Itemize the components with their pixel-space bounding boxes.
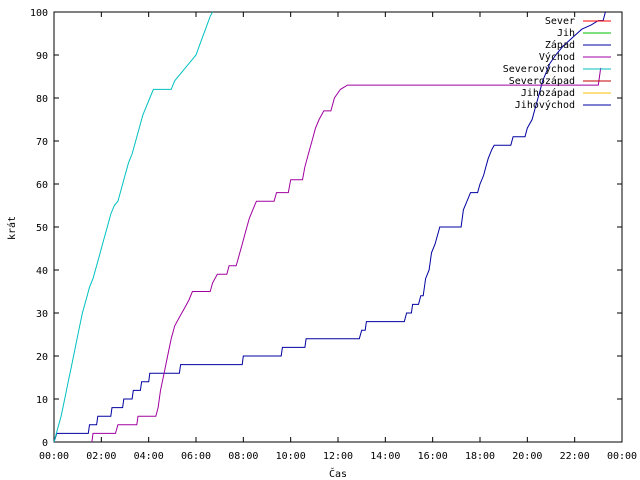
series-layer <box>53 11 606 443</box>
y-tick-label: 100 <box>30 8 48 19</box>
y-tick-label: 50 <box>36 223 48 234</box>
y-tick-label: 90 <box>36 51 48 62</box>
x-axis-label: Čas <box>329 467 347 480</box>
x-tick-label: 16:00 <box>418 451 448 462</box>
legend-label: Severovýchod <box>503 63 575 75</box>
legend: SeverJihZápadVýchodSeverovýchodSeverozáp… <box>503 16 611 111</box>
x-tick-label: 14:00 <box>370 451 400 462</box>
y-tick-label: 70 <box>36 137 48 148</box>
legend-label: Severozápad <box>509 75 575 87</box>
ticks-layer: 0 10 20 30 40 50 60 70 80 90 100 00:00 02:00 04:00 06:… <box>30 8 637 462</box>
x-tick-label: 02:00 <box>86 451 116 462</box>
legend-label: Jihovýchod <box>515 99 575 111</box>
y-tick-label: 30 <box>36 309 48 320</box>
series-line-5 <box>53 11 214 443</box>
x-tick-label: 04:00 <box>134 451 164 462</box>
x-tick-label: 12:00 <box>323 451 353 462</box>
x-tick-label: 00:00 <box>39 451 69 462</box>
legend-label: Jih <box>557 28 575 39</box>
y-tick-label: 10 <box>36 395 48 406</box>
y-tick-label: 20 <box>36 352 48 363</box>
series-line-3 <box>53 11 606 443</box>
x-tick-label: 20:00 <box>512 451 542 462</box>
series-line-4 <box>91 67 602 443</box>
x-tick-label: 00:00 <box>607 451 637 462</box>
legend-label: Jihozápad <box>521 87 575 99</box>
legend-label: Západ <box>545 39 575 51</box>
x-tick-label: 18:00 <box>465 451 495 462</box>
y-axis-label: krát <box>6 216 18 240</box>
y-tick-label: 60 <box>36 180 48 191</box>
y-tick-label: 40 <box>36 266 48 277</box>
x-tick-label: 06:00 <box>181 451 211 462</box>
x-tick-label: 10:00 <box>276 451 306 462</box>
x-tick-label: 22:00 <box>560 451 590 462</box>
y-tick-label: 80 <box>36 94 48 105</box>
x-tick-label: 08:00 <box>228 451 258 462</box>
y-tick-label: 0 <box>42 438 48 449</box>
legend-label: Sever <box>545 16 575 27</box>
legend-label: Východ <box>539 51 575 63</box>
